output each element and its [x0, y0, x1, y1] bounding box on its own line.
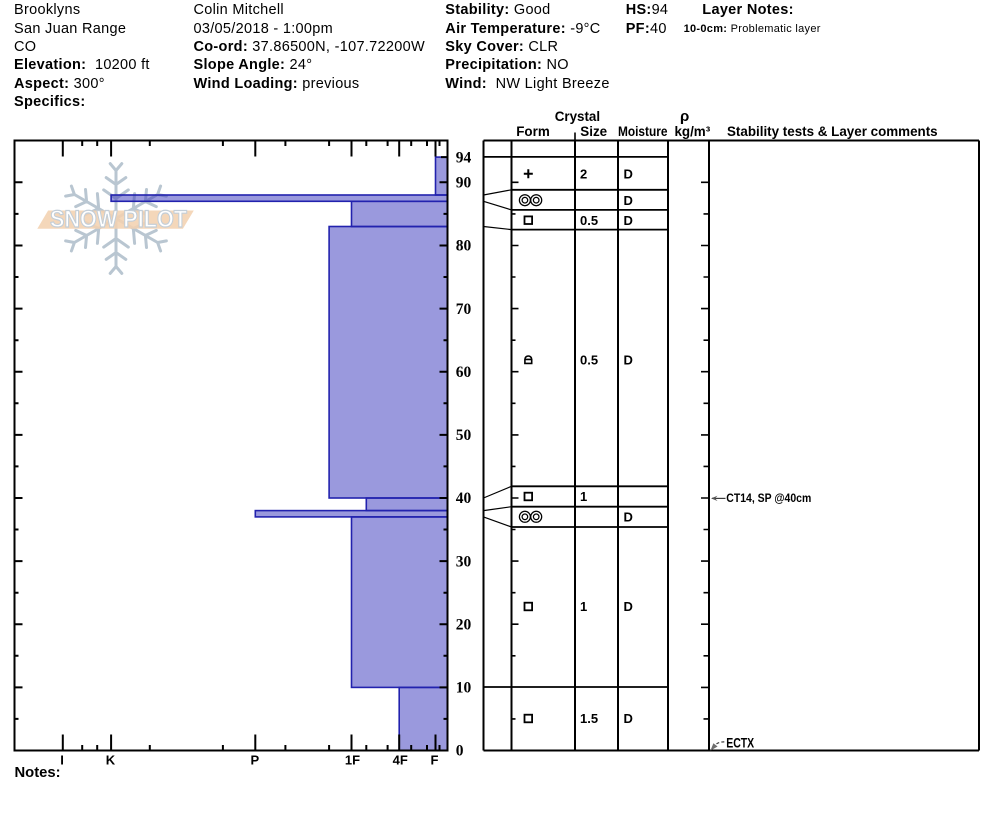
svg-text:0: 0: [456, 743, 464, 760]
svg-text:Form: Form: [516, 124, 550, 139]
svg-text:80: 80: [456, 238, 472, 255]
svg-text:10: 10: [456, 680, 472, 697]
svg-text:D: D: [624, 193, 633, 208]
svg-text:Moisture: Moisture: [618, 124, 668, 139]
svg-text:D: D: [624, 353, 633, 368]
svg-text:50: 50: [456, 427, 472, 444]
svg-text:60: 60: [456, 364, 472, 381]
svg-text:2: 2: [580, 167, 587, 182]
svg-text:70: 70: [456, 301, 472, 318]
svg-text:CT14, SP @40cm: CT14, SP @40cm: [726, 491, 811, 505]
svg-text:Stability tests & Layer commen: Stability tests & Layer comments: [727, 124, 938, 139]
svg-text:P: P: [250, 753, 259, 768]
svg-text:SNOW PILOT: SNOW PILOT: [50, 206, 187, 233]
svg-text:F: F: [431, 753, 439, 768]
svg-text:0.5: 0.5: [580, 213, 598, 228]
svg-text:D: D: [624, 213, 633, 228]
svg-text:D: D: [624, 711, 633, 726]
svg-text:D: D: [624, 167, 633, 182]
svg-text:1: 1: [580, 599, 587, 614]
svg-text:1: 1: [580, 489, 587, 504]
svg-text:40: 40: [456, 490, 472, 507]
svg-text:94: 94: [456, 149, 472, 166]
svg-text:0.5: 0.5: [580, 353, 598, 368]
svg-text:Size: Size: [580, 124, 607, 139]
svg-text:20: 20: [456, 616, 472, 633]
svg-text:kg/m³: kg/m³: [674, 124, 710, 139]
svg-text:I: I: [60, 753, 64, 768]
svg-text:30: 30: [456, 553, 472, 570]
svg-text:Crystal: Crystal: [555, 109, 600, 124]
svg-text:1F: 1F: [345, 753, 360, 768]
svg-text:90: 90: [456, 175, 472, 192]
svg-text:ρ: ρ: [680, 108, 689, 125]
svg-text:D: D: [624, 510, 633, 525]
svg-text:D: D: [624, 599, 633, 614]
svg-text:K: K: [106, 753, 116, 768]
svg-text:4F: 4F: [393, 753, 408, 768]
svg-text:ECTX: ECTX: [726, 736, 754, 751]
svg-text:1.5: 1.5: [580, 711, 598, 726]
